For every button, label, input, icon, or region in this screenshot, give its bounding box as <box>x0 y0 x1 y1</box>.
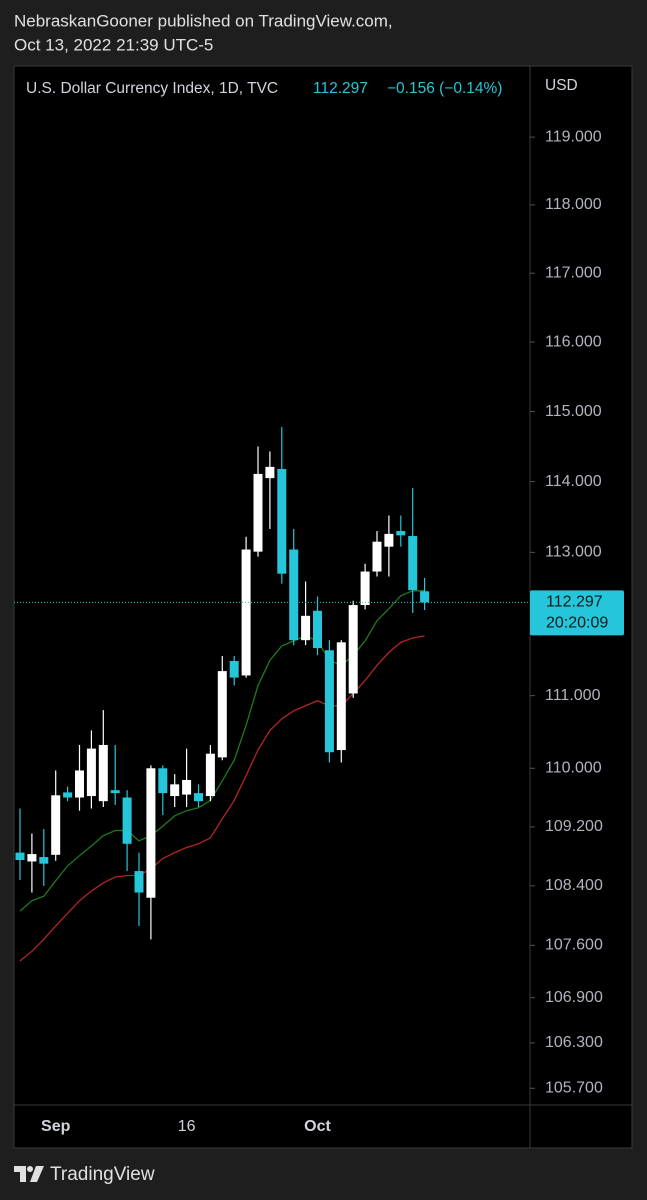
author-line: NebraskanGooner published on TradingView… <box>14 11 393 30</box>
y-tick-label: 108.400 <box>545 877 603 894</box>
y-tick-label: 109.200 <box>545 818 603 835</box>
candle-body <box>146 768 156 898</box>
y-tick-label: 107.600 <box>545 937 603 954</box>
brand: TradingView <box>50 1164 155 1185</box>
candle-body <box>289 549 299 641</box>
candle-body <box>372 541 382 572</box>
candle-body <box>63 792 73 798</box>
candle-body <box>241 549 251 676</box>
candle-body <box>301 615 311 641</box>
logo-part <box>27 1166 33 1172</box>
candle-body <box>253 473 263 552</box>
y-tick-label: 110.000 <box>545 759 602 776</box>
candle-body <box>313 610 322 649</box>
candle-body <box>86 748 96 797</box>
y-tick-label: 111.000 <box>545 687 601 704</box>
last-price-box <box>530 590 624 636</box>
candle-body <box>360 571 370 606</box>
candle-body <box>75 770 84 798</box>
candle-body <box>134 871 144 893</box>
symbol-title: U.S. Dollar Currency Index, 1D, TVC <box>26 80 278 97</box>
candle-body <box>110 790 120 794</box>
candle-body <box>408 536 418 591</box>
candle-body <box>277 468 287 574</box>
x-tick-label: 16 <box>178 1118 196 1135</box>
y-tick-label: 114.000 <box>545 473 602 490</box>
date-line: Oct 13, 2022 21:39 UTC-5 <box>14 35 213 54</box>
x-tick-label: Oct <box>304 1118 331 1135</box>
candle-body <box>384 533 394 547</box>
candle-body <box>170 784 180 797</box>
candle-body <box>348 605 358 694</box>
candle-body <box>229 661 239 678</box>
y-tick-label: 115.000 <box>545 403 602 420</box>
logo-part <box>14 1166 26 1182</box>
candle-body <box>396 531 406 536</box>
candle-body <box>194 793 203 802</box>
countdown: 20:20:09 <box>546 615 608 632</box>
candle-body <box>122 797 132 844</box>
candle-body <box>217 671 227 758</box>
candle-body <box>15 852 25 860</box>
chart-frame <box>13 65 633 1149</box>
last-price-label: 112.297 <box>546 594 603 611</box>
candle-body <box>324 650 334 753</box>
candle-body <box>98 744 108 802</box>
candle-body <box>205 753 215 797</box>
y-tick-label: 106.300 <box>545 1034 603 1051</box>
y-tick-label: 117.000 <box>545 264 602 281</box>
candle-body <box>51 795 61 855</box>
y-tick-label: 106.900 <box>545 989 603 1006</box>
y-tick-label: 116.000 <box>545 333 602 350</box>
candle-body <box>158 768 168 794</box>
price-change: −0.156 (−0.14%) <box>387 80 502 97</box>
candle-body <box>336 642 346 751</box>
y-tick-label: 119.000 <box>545 128 602 145</box>
x-tick-label: Sep <box>41 1118 71 1135</box>
y-tick-label: 113.000 <box>545 544 602 561</box>
y-tick-label: 105.700 <box>545 1079 603 1096</box>
candle-body <box>27 854 37 862</box>
candle-body <box>420 591 430 603</box>
last-price: 112.297 <box>313 80 368 97</box>
y-tick-label: 118.000 <box>545 196 602 213</box>
candle-body <box>182 779 192 795</box>
logo-part <box>30 1166 44 1182</box>
tv-logo <box>14 1166 44 1182</box>
candle-body <box>39 857 49 864</box>
candle-body <box>265 466 275 479</box>
currency: USD <box>545 77 578 94</box>
